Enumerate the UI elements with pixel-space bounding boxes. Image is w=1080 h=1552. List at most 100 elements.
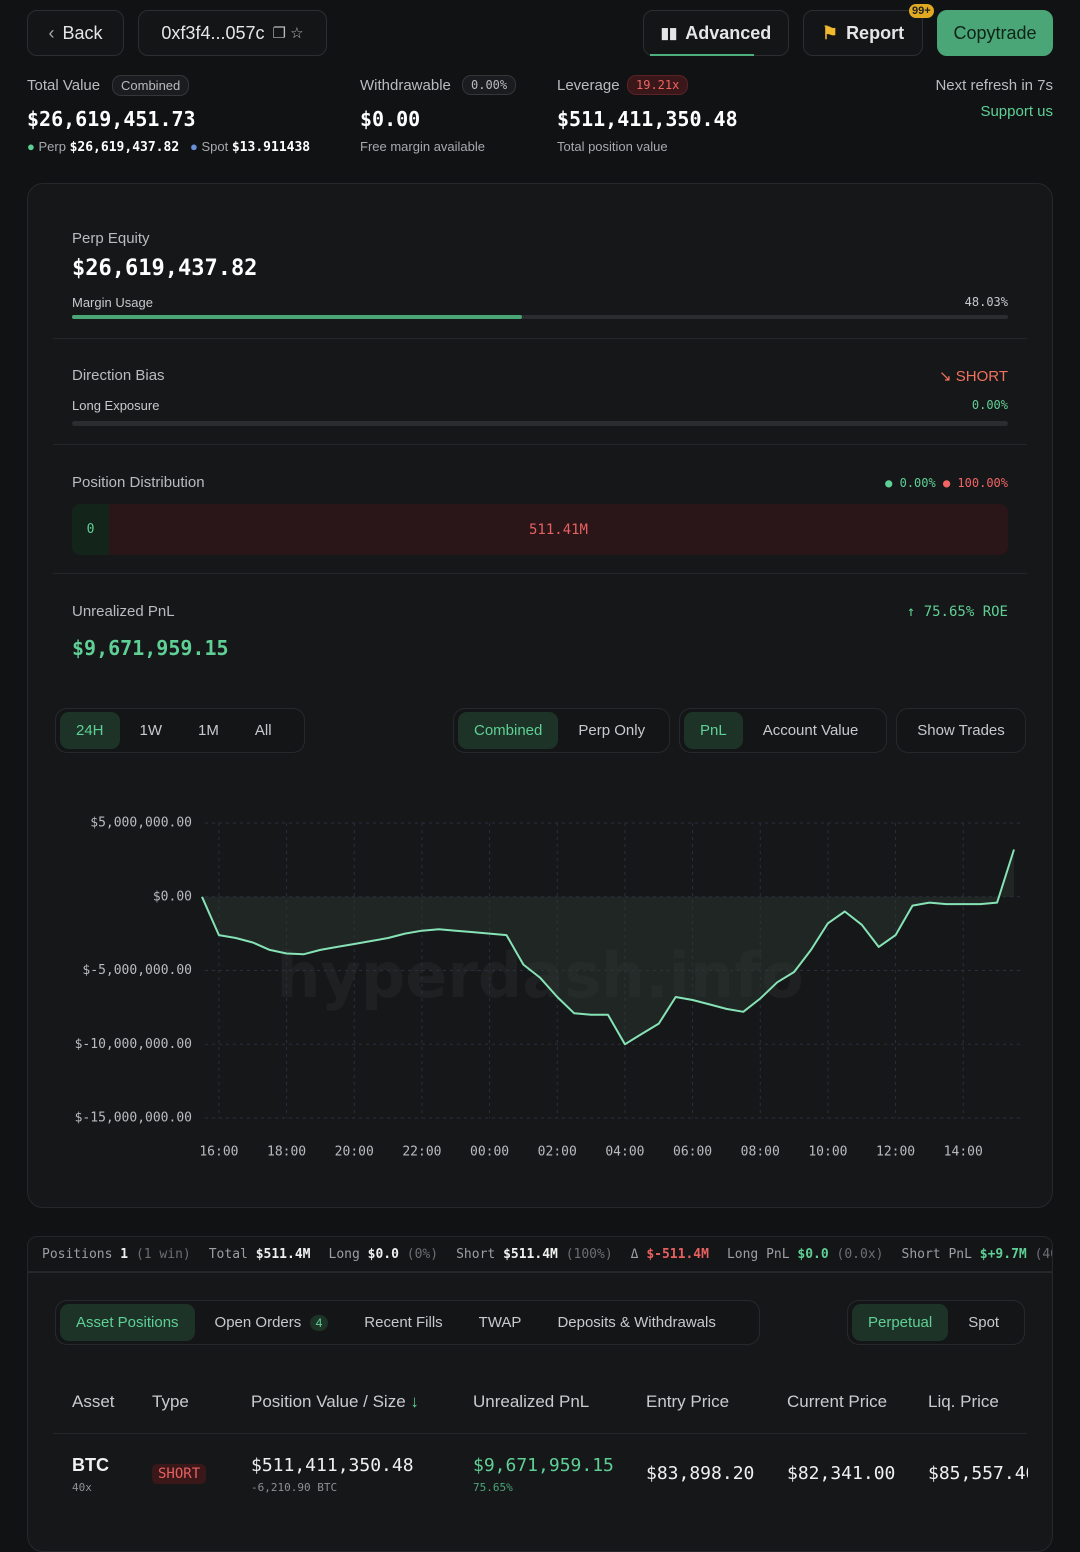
stat-value: $0.0 bbox=[797, 1246, 829, 1262]
plot: hyperdash.info $-15,000,000.00 $-10,000,0… bbox=[75, 816, 1020, 1160]
stat-value: 1 bbox=[120, 1246, 129, 1262]
range-tab[interactable]: 1M bbox=[198, 722, 219, 739]
section-tab[interactable]: Deposits & Withdrawals bbox=[557, 1314, 716, 1331]
open-orders-label: Open Orders bbox=[214, 1314, 302, 1331]
active-underline bbox=[650, 54, 754, 56]
margin-usage-label: Margin Usage bbox=[72, 295, 153, 310]
metric-tab[interactable]: Account Value bbox=[762, 722, 859, 739]
perp-label: Perp bbox=[38, 139, 66, 154]
roe: ↑ 75.65% ROE bbox=[906, 604, 1008, 620]
column-header[interactable]: Current Price bbox=[787, 1392, 888, 1411]
stat-value: $-511.4M bbox=[646, 1246, 709, 1262]
column-header[interactable]: Unrealized PnL bbox=[473, 1392, 590, 1411]
section-tab[interactable]: Open Orders 4 bbox=[199, 1304, 345, 1341]
leverage-tag: 19.21x bbox=[627, 75, 689, 95]
x-tick-label: 04:00 bbox=[605, 1145, 644, 1160]
area-fill bbox=[202, 849, 1014, 1045]
withdrawable-label: Withdrawable bbox=[360, 77, 451, 94]
y-tick-label: $-10,000,000.00 bbox=[75, 1037, 192, 1052]
x-tick-label: 00:00 bbox=[470, 1145, 509, 1160]
report-badge: 99+ bbox=[909, 4, 934, 18]
report-button[interactable]: ⚑ Report bbox=[803, 10, 923, 56]
mode-tab[interactable]: Perp Only bbox=[578, 722, 646, 739]
long-segment: 0 bbox=[72, 504, 109, 555]
advanced-label: Advanced bbox=[685, 22, 772, 43]
market-tab[interactable]: Perpetual bbox=[852, 1304, 949, 1341]
entry-price: $83,898.20 bbox=[646, 1463, 755, 1484]
x-tick-label: 12:00 bbox=[876, 1145, 915, 1160]
y-tick-label: $0.00 bbox=[153, 889, 192, 904]
leverage-label: Leverage bbox=[557, 77, 620, 94]
section-tab[interactable]: TWAP bbox=[478, 1314, 522, 1331]
distribution-legend: ● 0.00% ● 100.00% bbox=[885, 476, 1008, 490]
column-header[interactable]: Asset bbox=[72, 1392, 115, 1411]
overview-card bbox=[27, 183, 1053, 1208]
range-tab[interactable]: 1W bbox=[139, 722, 163, 739]
x-tick-label: 16:00 bbox=[199, 1145, 238, 1160]
report-label: Report bbox=[846, 22, 905, 43]
column-header-label: Position Value / Size bbox=[251, 1392, 406, 1411]
range-tab[interactable]: All bbox=[254, 722, 272, 739]
asset: BTC bbox=[72, 1455, 109, 1475]
refresh-text: Next refresh in 7s bbox=[935, 77, 1053, 94]
y-tick-label: $5,000,000.00 bbox=[90, 816, 192, 831]
stat: Long $0.0 (0%) bbox=[329, 1247, 439, 1262]
address-box[interactable]: 0xf3f4...057c ❐ ☆ bbox=[138, 10, 327, 56]
unrealized-pnl-label: Unrealized PnL bbox=[72, 603, 175, 620]
position-size: -6,210.90 BTC bbox=[251, 1481, 338, 1494]
x-tick-label: 10:00 bbox=[808, 1145, 847, 1160]
stat-value: $0.0 bbox=[367, 1246, 399, 1262]
x-tick-label: 02:00 bbox=[538, 1145, 577, 1160]
mode-tab[interactable]: Combined bbox=[458, 712, 559, 749]
stat-note: (0.0x) bbox=[836, 1246, 884, 1262]
bias-value: SHORT bbox=[955, 368, 1008, 385]
divider bbox=[53, 1433, 1027, 1434]
spot-value: $13.911438 bbox=[231, 140, 311, 155]
section-tabs: Asset Positions Open Orders 4 Recent Fil… bbox=[55, 1300, 760, 1345]
support-link[interactable]: Support us bbox=[980, 103, 1053, 120]
y-tick-label: $-5,000,000.00 bbox=[82, 963, 192, 978]
spot-label: Spot bbox=[201, 139, 229, 154]
open-orders-count: 4 bbox=[309, 1314, 329, 1331]
stat: Total $511.4M bbox=[209, 1247, 311, 1262]
metric-tab[interactable]: PnL bbox=[684, 712, 743, 749]
short-segment: 511.41M bbox=[528, 521, 588, 538]
margin-track bbox=[72, 315, 1008, 319]
long-exposure-value: 0.00% bbox=[971, 398, 1008, 412]
stat: Short PnL $+9.7M (40.0x) bbox=[901, 1246, 1053, 1262]
market-tab[interactable]: Spot bbox=[968, 1314, 1000, 1331]
asset-leverage: 40x bbox=[72, 1481, 92, 1494]
stat-label: Short PnL bbox=[901, 1246, 972, 1262]
stat-label: Total bbox=[208, 1246, 248, 1262]
stat-note: (0%) bbox=[406, 1246, 439, 1262]
section-tab[interactable]: Asset Positions bbox=[60, 1304, 195, 1341]
stat-label: Long bbox=[328, 1246, 360, 1262]
stat-value: $511.4M bbox=[255, 1246, 311, 1262]
row-pnl: $9,671,959.15 bbox=[473, 1455, 614, 1476]
margin-usage-value: 48.03% bbox=[964, 295, 1008, 309]
back-button[interactable]: ‹ Back bbox=[27, 10, 124, 56]
divider bbox=[53, 573, 1027, 574]
position-value: $511,411,350.48 bbox=[251, 1455, 414, 1476]
liq-price: $85,557.40 bbox=[928, 1463, 1028, 1484]
perp-value: $26,619,437.82 bbox=[69, 140, 180, 155]
roe-value: 75.65% ROE bbox=[923, 604, 1008, 620]
column-header[interactable]: Entry Price bbox=[646, 1392, 730, 1411]
column-header[interactable]: Position Value / Size ↓ bbox=[251, 1392, 419, 1411]
stat-label: Δ bbox=[630, 1246, 639, 1262]
advanced-button[interactable]: ▮▮ Advanced bbox=[643, 10, 789, 56]
column-header[interactable]: Liq. Price bbox=[928, 1392, 999, 1411]
x-tick-label: 22:00 bbox=[402, 1145, 441, 1160]
row-pnl-pct: 75.65% bbox=[473, 1481, 513, 1494]
range-tab[interactable]: 24H bbox=[60, 712, 120, 749]
section-tab[interactable]: Recent Fills bbox=[364, 1314, 443, 1331]
direction-bias-label: Direction Bias bbox=[72, 367, 165, 384]
copytrade-button[interactable]: Copytrade bbox=[937, 10, 1053, 56]
show-trades[interactable]: Show Trades bbox=[896, 708, 1026, 753]
column-header[interactable]: Type bbox=[152, 1392, 189, 1411]
margin-fill bbox=[72, 315, 522, 319]
divider bbox=[53, 338, 1027, 339]
stat-value: $511.4M bbox=[503, 1246, 558, 1262]
